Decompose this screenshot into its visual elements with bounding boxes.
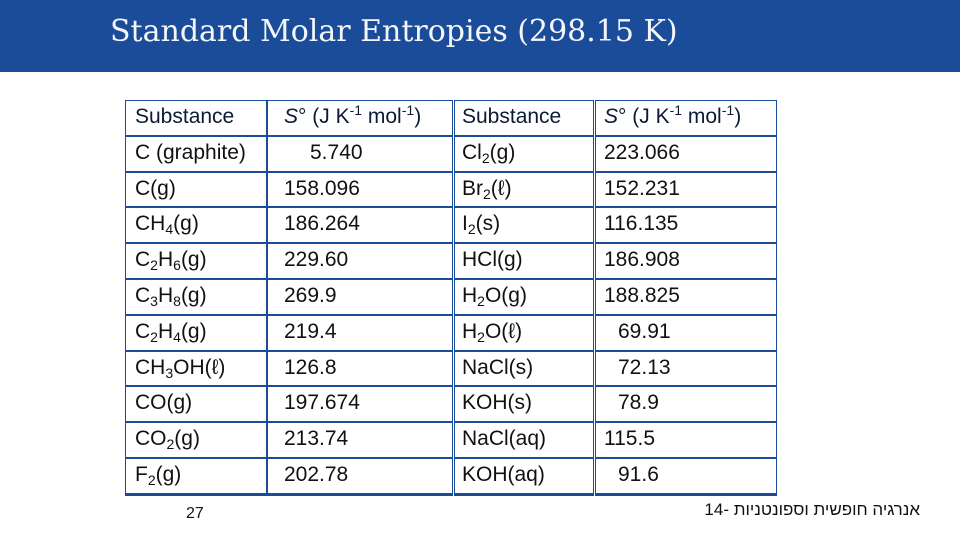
table-cell-bg [126,387,266,422]
header-entropy: S° (J K-1 mol-1) [284,102,422,128]
table-cell-bg [268,387,452,422]
entropy-value: 219.4 [284,319,337,343]
table-cell-bg [268,208,452,243]
entropy-value: 223.066 [604,140,680,164]
substance-cell: CO(g) [135,391,193,415]
table-cell-bg [126,351,266,386]
table-cell-bg [455,387,593,422]
table-cell-bg [455,459,593,493]
entropy-value: 202.78 [284,463,349,486]
substance-cell: I2(s) [462,212,501,238]
header-substance: Substance [135,105,235,128]
entropy-value: 91.6 [618,463,659,486]
table-cell-bg [455,172,593,207]
substance-cell: CO2(g) [135,427,200,453]
header-substance: Substance [462,105,562,128]
table-cell-bg [596,351,776,386]
footer-note: אנרגיה חופשית וספונטניות -14 [704,500,920,519]
table-cell-bg [596,459,776,493]
table-cell-bg [455,244,593,278]
header-cell-bg [126,101,266,135]
substance-cell: C(g) [135,176,176,200]
table-cell-bg [596,208,776,243]
table-cell-bg [596,280,776,314]
entropy-value: 229.60 [284,248,349,272]
table-cell-bg [596,172,776,207]
slide-title: Standard Molar Entropies (298.15 K) [110,14,678,49]
entropy-value: 158.096 [284,176,360,200]
entropy-value: 213.74 [284,427,349,451]
table-cell-bg [455,315,593,350]
entropy-value: 186.908 [604,248,680,272]
substance-cell: KOH(aq) [462,463,545,486]
table-cell-bg [596,387,776,422]
entropy-value: 72.13 [618,355,671,379]
substance-cell: NaCl(s) [462,355,534,379]
entropy-value: 78.9 [618,391,659,415]
table-cell-bg [126,208,266,243]
substance-cell: HCl(g) [462,248,523,272]
substance-cell: H2O(ℓ) [462,319,523,345]
header-cell-bg [455,101,593,135]
entropy-value: 152.231 [604,176,680,200]
entropy-value: 186.264 [284,212,360,236]
table-cell-bg [455,208,593,243]
table-cell-bg [268,136,452,171]
table-cell-bg [455,280,593,314]
table-cell-bg [126,459,266,493]
substance-cell: C3H8(g) [135,284,207,309]
entropy-value: 188.825 [604,284,680,307]
substance-cell: CH4(g) [135,212,199,238]
entropy-value: 116.135 [604,212,679,236]
entropy-value: 269.9 [284,284,337,307]
table-cell-bg [126,315,266,350]
table-cell-bg [596,423,776,457]
title-bar: Standard Molar Entropies (298.15 K) [0,0,960,72]
table-cell-bg [126,423,266,457]
table-cell-bg [268,244,452,278]
table-cell-bg [268,423,452,457]
substance-cell: NaCl(aq) [462,427,547,451]
table-cell-bg [268,351,452,386]
table-cell-bg [268,459,452,493]
header-cell-bg [596,101,776,135]
table-cell-bg [126,136,266,171]
entropy-value: 69.91 [618,319,671,343]
table-cell-bg [596,136,776,171]
substance-cell: Cl2(g) [462,140,516,166]
entropy-value: 126.8 [284,355,337,379]
page-number: 27 [186,505,204,522]
table-cell-bg [596,244,776,278]
substance-cell: C (graphite) [135,140,246,164]
table-cell-bg [126,244,266,278]
substance-cell: C2H4(g) [135,319,207,345]
substance-cell: KOH(s) [462,391,532,415]
header-cell-bg [268,101,452,135]
substance-cell: H2O(g) [462,284,527,309]
substance-cell: F2(g) [135,463,182,488]
entropy-value: 115.5 [604,427,655,451]
table-cell-bg [268,280,452,314]
header-entropy: S° (J K-1 mol-1) [604,102,742,128]
table-cell-bg [126,280,266,314]
table-cell-bg [268,172,452,207]
table-cell-bg [455,423,593,457]
table-cell-bg [455,136,593,171]
table-cell-bg [455,351,593,386]
table-cell-bg [126,172,266,207]
substance-cell: CH3OH(ℓ) [135,355,226,381]
entropy-value: 5.740 [310,140,363,164]
substance-cell: Br2(ℓ) [462,176,512,202]
substance-cell: C2H6(g) [135,248,207,274]
entropy-value: 197.674 [284,391,360,415]
table-cell-bg [268,315,452,350]
table-cell-bg [596,315,776,350]
